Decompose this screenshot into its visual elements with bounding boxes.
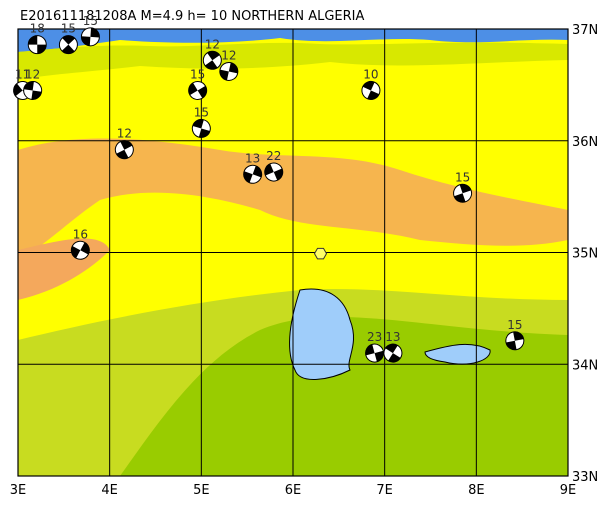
depth-label: 15 (455, 170, 470, 184)
focal-mechanism (27, 35, 47, 55)
lat-label: 36N (572, 135, 598, 150)
depth-label: 15 (507, 318, 522, 332)
map-title: E201611181208A M=4.9 h= 10 NORTHERN ALGE… (20, 9, 364, 24)
beachball-compression (365, 344, 384, 362)
focal-mechanism (505, 331, 525, 351)
focal-mechanism (58, 35, 78, 55)
depth-label: 18 (30, 22, 45, 36)
beachball-compression (28, 35, 47, 54)
beachball-compression (116, 140, 133, 159)
beachball-compression (71, 242, 90, 259)
beachball-compression (362, 81, 380, 100)
depth-label: 15 (83, 14, 98, 28)
depth-label: 13 (385, 330, 400, 344)
depth-label: 13 (245, 151, 260, 165)
focal-mechanism (383, 343, 403, 363)
lon-label: 5E (193, 483, 210, 498)
lon-label: 7E (376, 483, 393, 498)
depth-label: 11 (15, 67, 30, 81)
lon-label: 8E (468, 483, 485, 498)
depth-label: 12 (117, 127, 132, 141)
lat-label: 33N (572, 470, 598, 485)
depth-label: 22 (266, 149, 281, 163)
lat-label: 37N (572, 23, 598, 38)
beachball-compression (219, 62, 238, 81)
depth-label: 15 (194, 105, 209, 119)
focal-mechanism (191, 118, 211, 138)
beachball-compression (385, 344, 401, 363)
focal-mechanism (453, 183, 473, 203)
beachball-compression (505, 331, 524, 350)
beachball-compression (81, 27, 100, 46)
depth-label: 12 (25, 67, 40, 81)
focal-mechanism (243, 164, 263, 184)
lon-label: 4E (101, 483, 118, 498)
depth-label: 15 (190, 67, 205, 81)
depth-label: 12 (221, 48, 236, 62)
epicenter (313, 247, 328, 260)
focal-mechanism (361, 80, 381, 100)
focal-mechanism (70, 240, 90, 260)
map-frame (17, 28, 569, 477)
beachball-compression (192, 119, 210, 138)
lat-label: 35N (572, 247, 598, 262)
focal-mechanism (264, 162, 284, 182)
lon-label: 9E (560, 483, 577, 498)
depth-label: 23 (367, 330, 382, 344)
beachball-compression (188, 82, 207, 99)
depth-label: 15 (61, 22, 76, 36)
beachball-compression (61, 35, 75, 54)
depth-label: 10 (363, 67, 378, 81)
lat-label: 34N (572, 358, 598, 373)
depth-label: 12 (205, 37, 220, 51)
beachball-compression (243, 165, 262, 183)
focal-mechanism (23, 80, 43, 100)
beachball-compression (264, 163, 283, 181)
beachball-compression (454, 184, 472, 203)
depth-label: 16 (73, 227, 88, 241)
focal-mechanism (202, 50, 222, 70)
focal-mechanism (219, 61, 239, 81)
lon-label: 6E (285, 483, 302, 498)
beachball-compression (23, 81, 42, 100)
focal-mechanism (365, 343, 385, 363)
lon-label: 3E (10, 483, 27, 498)
focal-mechanism (80, 27, 100, 47)
beachball-compression (204, 51, 220, 70)
focal-mechanism (188, 80, 208, 100)
focal-mechanism (114, 140, 134, 160)
